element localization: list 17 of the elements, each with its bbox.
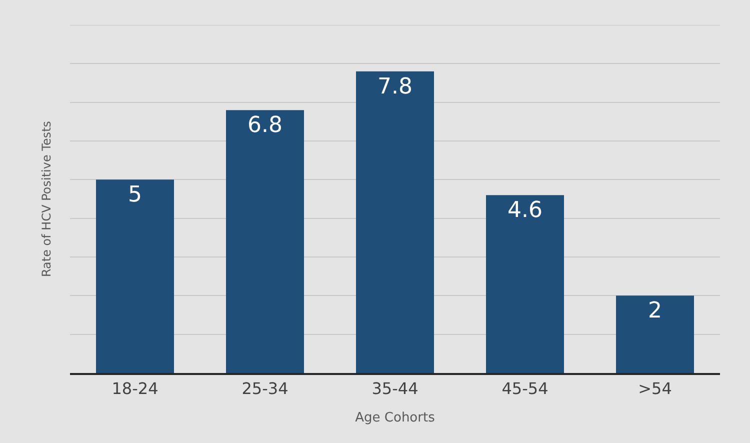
bar — [486, 195, 564, 373]
bar — [616, 296, 694, 373]
data-label: 5 — [128, 182, 142, 208]
data-label: 6.8 — [248, 113, 282, 138]
x-axis-title: Age Cohorts — [355, 410, 436, 426]
bar — [96, 180, 174, 373]
data-label: 2 — [648, 298, 662, 324]
x-tick-label: >54 — [638, 379, 672, 398]
data-label: 4.6 — [508, 198, 542, 224]
bar — [226, 110, 304, 373]
x-tick-label: 18-24 — [112, 379, 158, 398]
x-tick-label: 45-54 — [502, 379, 548, 398]
y-axis-title: Rate of HCV Positive Tests — [39, 120, 54, 278]
x-tick-label: 35-44 — [372, 379, 418, 398]
x-tick-label: 25-34 — [242, 379, 288, 398]
bar — [356, 71, 434, 373]
data-label: 7.8 — [378, 74, 412, 100]
